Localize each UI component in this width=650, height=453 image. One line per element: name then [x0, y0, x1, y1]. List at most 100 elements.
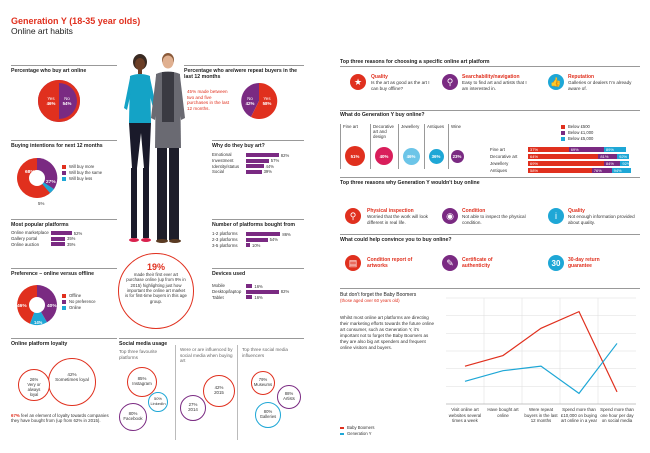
social-col2-title: Were or are influenced by social media w… [180, 347, 233, 363]
intentions-section: Buying intentions for next 12 months [11, 143, 117, 151]
price-pct: 84% [605, 161, 614, 166]
pref-offline-pct: 46% [17, 303, 27, 309]
legend-online: Online [69, 305, 82, 310]
price-row-label: Jewellery [490, 161, 509, 166]
num-platform-bar [246, 231, 281, 237]
device-row: Mobile 16% [212, 283, 304, 289]
notbuy-condition: Condition Not able to inspect the physica… [462, 208, 526, 225]
page-subtitle: Online art habits [11, 26, 73, 36]
legend-offline: Offline [69, 293, 82, 298]
pref-online-pct: 40% [47, 303, 57, 309]
buy-no-pct: 54% [63, 101, 72, 106]
category-pct: 46% [402, 147, 420, 165]
boomers-title: But don't forget the Baby Boomers [340, 292, 417, 298]
num-platform-bar [246, 237, 268, 242]
device-pct: 16% [254, 294, 263, 300]
social-col3-title: Top three social media influencers [242, 347, 288, 358]
num-platform-pct: 54% [269, 237, 278, 243]
price-bar [528, 161, 604, 166]
why-buy-bar [246, 152, 279, 158]
platform-bar [51, 242, 65, 247]
num-platforms-section: Number of platforms bought from 1-2 plat… [212, 222, 304, 248]
why-buy-pct: 44% [265, 163, 274, 169]
bubble-instagram: 85% Instagram [127, 367, 157, 397]
num-platform-pct: 10% [252, 242, 261, 248]
repeat-yes-pct: 58% [263, 101, 272, 106]
device-pct: 82% [280, 289, 290, 295]
category-label: Fine art [343, 124, 358, 129]
platform-row: Online marketplace 52% [11, 230, 117, 236]
device-row: Desktop/laptop 82% [212, 289, 304, 295]
price-pct: 64% [530, 154, 539, 159]
bubble-museums: 79% Museums [251, 371, 275, 395]
category-label: Antiques [427, 124, 445, 129]
legend-nopref: No preference [69, 299, 96, 304]
price-pct: 94% [613, 168, 622, 173]
repeat-donut: No 42% Yes 58% [241, 82, 278, 119]
device-label: Desktop/laptop [212, 288, 242, 294]
what-buy-title: What do Generation Y buy online? [340, 112, 425, 118]
price-pct: 37% [530, 147, 539, 152]
platform-pct: 35% [67, 236, 76, 242]
price-pct: 92% [622, 161, 631, 166]
clipboard-icon: ▤ [345, 255, 361, 271]
category-pct: 40% [375, 147, 393, 165]
price-pct: 76% [593, 168, 602, 173]
platform-label: Gallery portal [11, 235, 38, 241]
buy-no-label: No [64, 96, 70, 101]
x-tick-label: Were repeat buyers in the last 12 months [524, 407, 558, 423]
platform-row: Gallery portal 35% [11, 236, 117, 242]
devices-title: Devices used [212, 271, 246, 277]
reason-reputation: Reputation Galleries or dealers I'm alrea… [568, 74, 632, 91]
devices-section: Devices used Mobile 16% Desktop/laptop 82% T… [212, 271, 304, 300]
reason-quality: Quality Is the art as good as the art I c… [371, 74, 430, 91]
category-label: Jewellery [401, 124, 420, 129]
why-buy-section: Why do they buy art? Emotional 82% Investm… [212, 143, 304, 175]
buy-online-title: Percentage who buy art online [11, 68, 87, 74]
num-platform-label: 3-5 platforms [212, 242, 238, 248]
why-buy-label: Emotional [212, 152, 232, 158]
repeat-yes-label: Yes [263, 96, 271, 101]
loyalty-b1-pct: 26% [29, 377, 39, 382]
legend-geny: Generation Y [347, 431, 372, 436]
x-tick-label: Have bought art online [487, 407, 519, 418]
why-buy-bar [246, 169, 262, 174]
intentions-title: Buying intentions for next 12 months [11, 143, 103, 149]
buy-online-donut: Yes 46% No 54% [38, 80, 80, 122]
why-buy-pct: 57% [270, 158, 280, 164]
loyalty-b1-label: Very or always loyal [27, 382, 41, 398]
category-column: Decorative art and design 40% [370, 124, 396, 169]
legend-buy-same: Will buy the same [69, 170, 103, 175]
people-illustration [124, 53, 185, 243]
bubble-artists: 88% Artists [277, 385, 301, 409]
why-buy-label: Identity/status [212, 163, 240, 169]
num-platform-row: 3-5 platforms 10% [212, 242, 304, 248]
loyalty-note: 67% feel an element of loyalty towards c… [11, 413, 109, 424]
social-section: Social media usage Top three favourite p… [119, 341, 169, 360]
price-bar [528, 168, 592, 173]
price-pct: 89% [605, 147, 614, 152]
category-column: Jewellery 46% [398, 124, 422, 169]
why-buy-row: Emotional 82% [212, 152, 304, 158]
page-title: Generation Y (18-35 year olds) [11, 16, 141, 26]
loyalty-bubble-sometimes: 42% Sometimes loyal [48, 358, 96, 406]
platform-bar [51, 230, 72, 236]
category-column: Wine 23% [448, 124, 464, 169]
notbuy-inspection: Physical inspection Worried that the work… [367, 208, 428, 225]
why-buy-row: Social 39% [212, 169, 304, 175]
loyalty-bubble-very: 26% Very or always loyal [18, 369, 50, 401]
why-buy-bar [246, 158, 269, 163]
preference-legend: Offline No preference Online [62, 293, 96, 311]
device-bar [246, 295, 253, 300]
pref-nopref-pct: 14% [34, 320, 43, 325]
why-buy-label: Social [212, 169, 224, 175]
x-tick-label: Visit online art websites several times … [448, 407, 482, 423]
device-row: Tablet 16% [212, 294, 304, 300]
stat19-text: made their first ever art purchase onlin… [125, 272, 187, 304]
why-buy-title: Why do they buy art? [212, 143, 265, 149]
reasons-title: Top three reasons for choosing a specifi… [340, 59, 490, 65]
what-buy-section: What do Generation Y buy online? [340, 112, 425, 120]
stat19-pct: 19% [146, 262, 165, 272]
price-bar [528, 154, 599, 159]
category-pct: 51% [345, 146, 365, 166]
